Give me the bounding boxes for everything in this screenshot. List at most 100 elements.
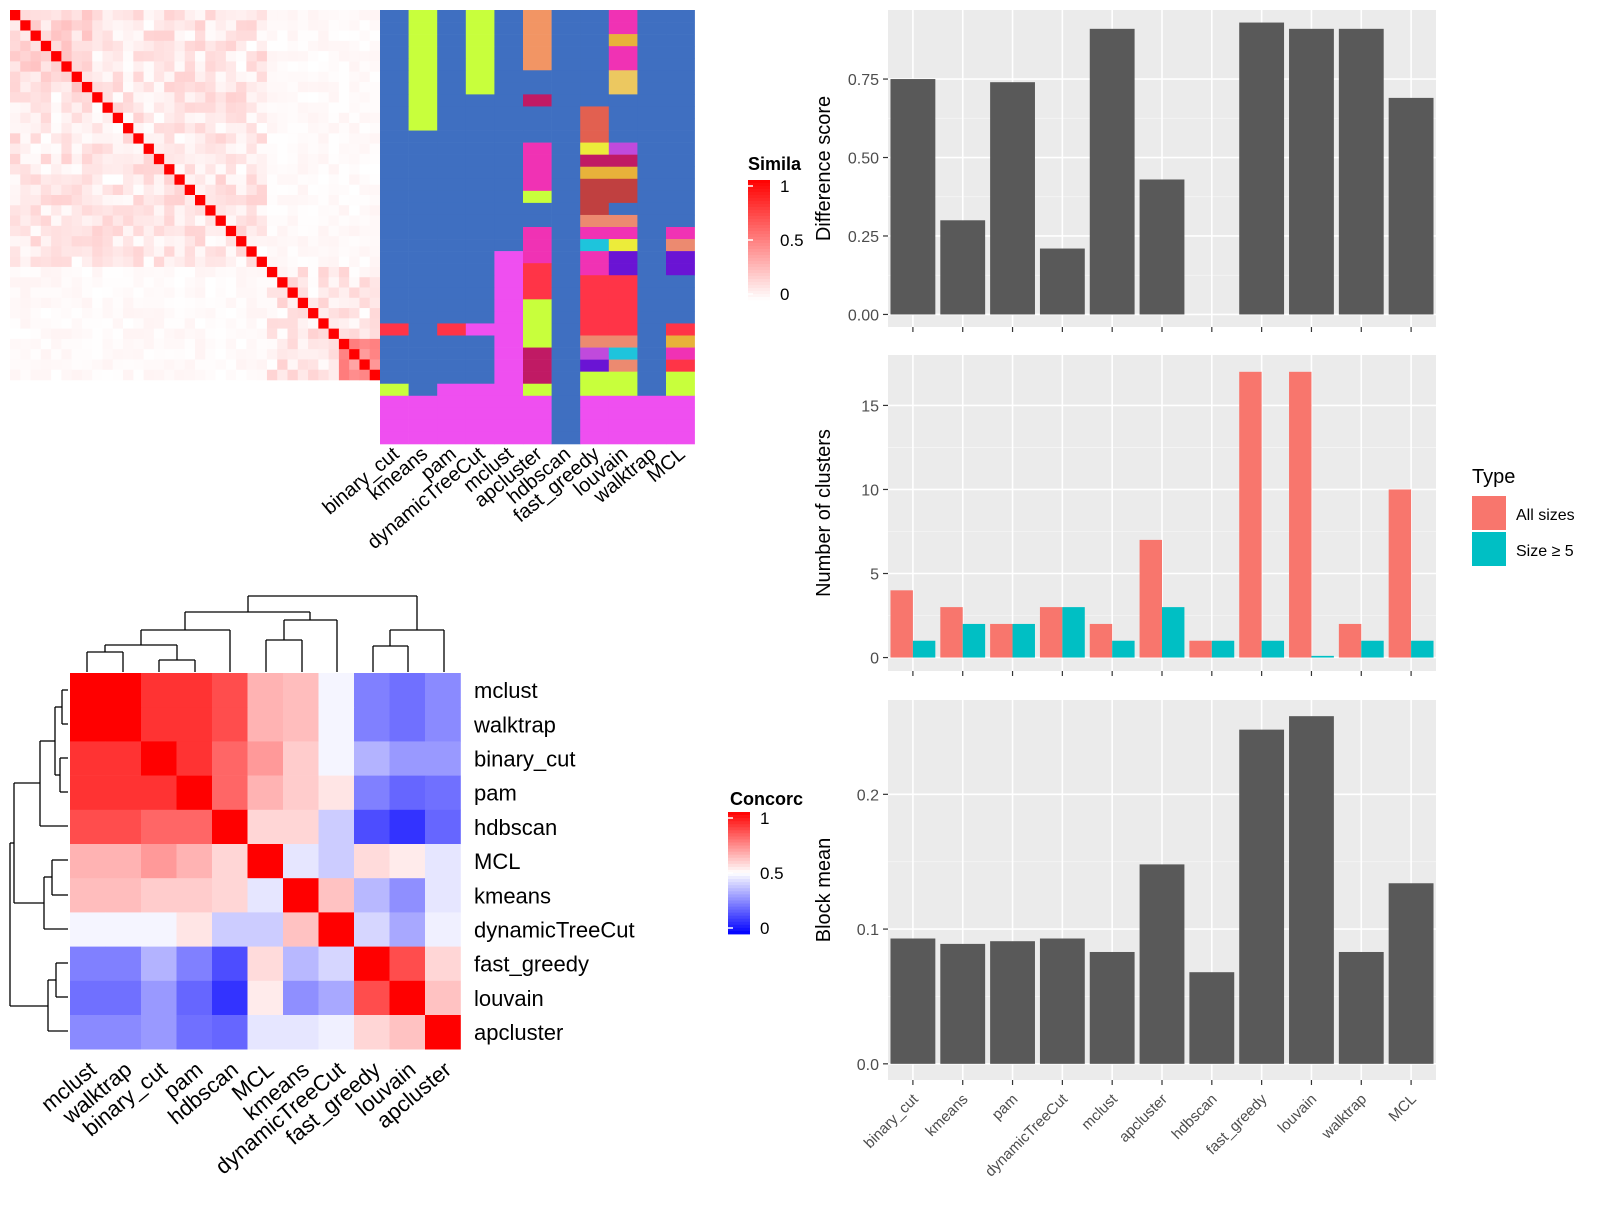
similarity-cell xyxy=(308,215,319,227)
similarity-cell xyxy=(225,10,237,21)
membership-cell xyxy=(437,287,467,300)
similarity-cell xyxy=(297,81,309,93)
similarity-cell xyxy=(174,246,186,257)
membership-cell xyxy=(666,419,695,433)
concordance-cell xyxy=(283,912,319,947)
membership-cell xyxy=(523,227,552,240)
membership-cell xyxy=(465,22,495,35)
similarity-cell xyxy=(123,10,134,21)
similarity-cell xyxy=(205,61,216,72)
similarity-cell xyxy=(308,112,319,124)
membership-cell xyxy=(408,154,438,168)
similarity-cell xyxy=(225,30,237,42)
similarity-cell xyxy=(174,256,186,268)
similarity-cell xyxy=(30,123,42,134)
membership-cell xyxy=(437,82,467,95)
similarity-cell xyxy=(112,10,124,21)
similarity-cell xyxy=(256,287,268,299)
similarity-cell xyxy=(153,266,165,278)
similarity-cell xyxy=(51,277,62,288)
similarity-cell xyxy=(10,153,21,165)
bar-all-sizes xyxy=(1388,489,1412,658)
membership-cell xyxy=(608,94,638,107)
membership-cell xyxy=(637,239,667,252)
similarity-cell xyxy=(236,81,247,93)
similarity-cell xyxy=(308,349,319,360)
concordance-cell xyxy=(247,775,284,811)
similarity-cell xyxy=(328,236,340,247)
membership-cell xyxy=(437,239,467,252)
similarity-cell xyxy=(215,30,227,42)
similarity-cell xyxy=(369,318,381,329)
similarity-cell xyxy=(215,266,227,278)
similarity-cell xyxy=(30,266,42,278)
similarity-cell xyxy=(40,71,52,83)
concordance-cell xyxy=(141,673,177,708)
similarity-cell xyxy=(61,225,72,237)
similarity-cell xyxy=(184,143,196,155)
similarity-cell xyxy=(225,256,237,268)
similarity-cell xyxy=(256,205,268,216)
membership-cell xyxy=(523,263,552,276)
concordance-cell xyxy=(247,980,284,1016)
similarity-cell xyxy=(40,112,52,124)
membership-cell xyxy=(523,323,552,336)
membership-cell xyxy=(608,383,638,397)
similarity-cell xyxy=(277,143,288,155)
similarity-cell xyxy=(256,266,268,278)
membership-cell xyxy=(580,166,610,180)
concordance-cell xyxy=(70,741,106,776)
similarity-cell xyxy=(287,30,299,42)
similarity-cell xyxy=(112,205,124,216)
membership-cell xyxy=(608,82,638,95)
membership-cell xyxy=(637,323,667,336)
similarity-cell xyxy=(338,184,350,196)
similarity-cell xyxy=(195,318,206,329)
similarity-cell xyxy=(92,102,103,114)
similarity-cell xyxy=(195,225,206,237)
concordance-cell xyxy=(318,912,355,947)
similarity-cell xyxy=(246,297,257,309)
membership-cell xyxy=(551,227,581,240)
membership-cell xyxy=(666,82,695,95)
similarity-cell xyxy=(153,318,165,329)
similarity-cell xyxy=(20,184,31,196)
similarity-cell xyxy=(236,174,247,186)
similarity-cell xyxy=(318,92,329,103)
membership-cell xyxy=(608,22,638,35)
membership-cell xyxy=(523,190,552,204)
membership-cell xyxy=(637,46,667,59)
membership-cell xyxy=(465,275,495,288)
similarity-cell xyxy=(338,308,350,319)
similarity-cell xyxy=(10,30,21,42)
similarity-cell xyxy=(61,133,72,144)
membership-cell xyxy=(494,383,524,397)
membership-cell xyxy=(494,82,524,95)
similarity-cell xyxy=(143,81,155,93)
similarity-cell xyxy=(308,338,319,350)
y-tick-label: 0.1 xyxy=(857,922,879,939)
similarity-cell xyxy=(102,236,114,247)
similarity-cell xyxy=(61,112,72,124)
membership-cell xyxy=(408,118,438,131)
bar-size-ge5 xyxy=(1411,640,1434,658)
similarity-cell xyxy=(71,277,83,288)
similarity-cell xyxy=(184,40,196,52)
membership-cell xyxy=(494,419,524,433)
similarity-cell xyxy=(225,92,237,103)
similarity-cell xyxy=(328,318,340,329)
concordance-cell xyxy=(354,707,390,742)
similarity-cell xyxy=(328,215,340,227)
similarity-cell xyxy=(225,236,237,247)
similarity-cell xyxy=(164,308,175,319)
membership-cell xyxy=(380,419,409,433)
similarity-cell xyxy=(215,164,227,175)
similarity-cell xyxy=(328,81,340,93)
similarity-cell xyxy=(92,256,103,268)
similarity-cell xyxy=(174,205,186,216)
similarity-cell xyxy=(20,359,31,371)
concordance-cell xyxy=(425,809,461,845)
similarity-cell xyxy=(123,174,134,186)
similarity-cell xyxy=(123,40,134,52)
similarity-cell xyxy=(195,287,206,299)
